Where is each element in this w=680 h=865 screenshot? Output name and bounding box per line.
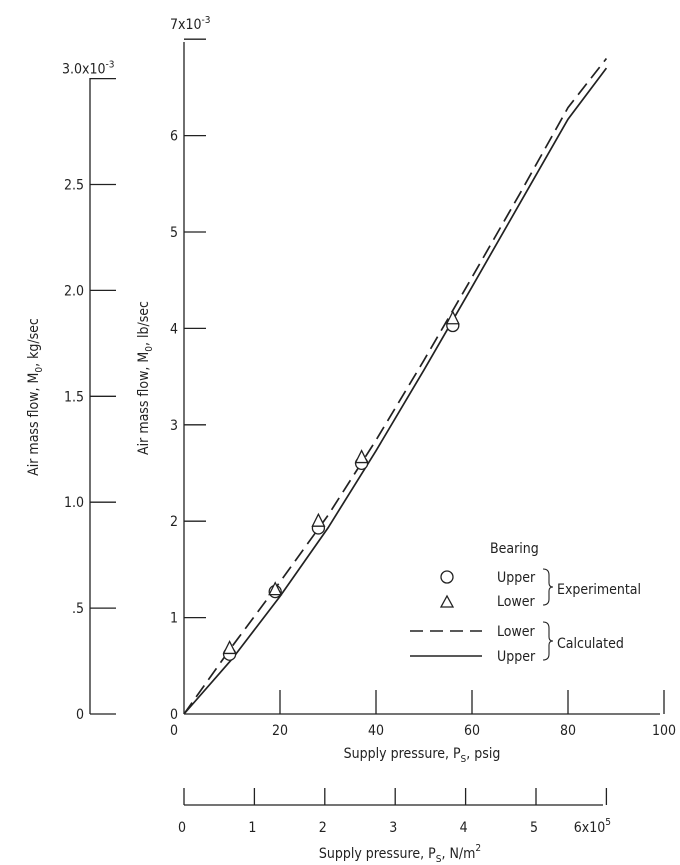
x-axis-label: Supply pressure, PS, psig [344,746,501,765]
y2-tick-label: 1.5 [64,389,84,405]
y-tick-label: 0 [170,707,178,723]
y2-axis-label-sub: 0 [34,367,45,373]
y-axis-label-sub: 0 [144,346,155,352]
x2-tick-label: 4 [460,820,468,836]
y-tick-label: 1 [170,611,178,627]
x-axis-label-sub: S [461,754,467,765]
y2-tick-label: 1.0 [64,495,84,511]
y-tick-label: 2 [170,514,178,530]
data-point-triangle [268,581,283,596]
x-tick-label: 40 [368,723,384,739]
x-tick-label: 20 [272,723,288,739]
x-axis-label-unit: , psig [466,746,500,762]
x2-tick-label: 5 [530,820,538,836]
legend-entry-calc-lower: Lower [497,624,536,640]
y2-axis-label: Air mass flow, M0, kg/sec [26,318,45,476]
y2-axis-label-unit: , kg/sec [26,318,42,367]
data-point-triangle [445,310,460,325]
x2-tick-label: 3 [389,820,397,836]
x2-axis-label: Supply pressure, PS, N/m2 [319,843,481,865]
legend-entry-exp-upper: Upper [497,570,536,586]
y-axis-label-unit: , lb/sec [136,301,152,346]
data-point-triangle [311,512,326,527]
x-tick-label: 80 [560,723,576,739]
y2-tick-label: .5 [72,601,84,617]
legend-entry-calc-upper: Upper [497,649,536,665]
x2-tick-label: 6x105 [574,817,611,836]
data-point-triangle [222,639,237,655]
y-axis-label: Air mass flow, M0, lb/sec [136,301,155,455]
y-axis-label-text: Air mass flow, M [136,352,152,455]
y2-axis-label-text: Air mass flow, M [26,373,42,476]
legend: Bearing Upper Lower Experimental Lower U… [410,541,641,665]
legend-entry-exp-lower: Lower [497,594,536,610]
x2-tick-label: 1 [248,820,256,836]
y-tick-label: 7x10-3 [170,15,210,33]
x2-tick-label: 0 [178,820,186,836]
legend-marker-circle [440,570,454,584]
y2-exponent: -3 [106,60,115,71]
legend-title: Bearing [490,541,539,557]
series-line-calculated-lower [183,57,608,715]
x-tick-label: 0 [170,723,178,739]
y2-tick-label: 2.5 [64,178,84,194]
series-line-calculated-upper [183,67,608,715]
y-tick-label: 4 [170,321,178,337]
y2-tick-label: 0 [76,707,84,723]
y-exponent: -3 [202,15,211,26]
y2-tick-label: 2.0 [64,283,84,299]
x2-axis-label-text: Supply pressure, P [319,846,436,862]
data-point-triangle [354,449,369,464]
x2-axis-label-sub: S [436,854,442,865]
y-tick-label: 5 [170,225,178,241]
x2-axis-label-unit: , N/m [441,846,475,862]
x2-axis-label-sup: 2 [475,843,481,854]
x2-tick-label: 2 [319,820,327,836]
y-tick-label: 6 [170,129,178,145]
x-tick-label: 60 [464,723,480,739]
legend-brace-calculated [542,621,554,661]
x-axis-label-text: Supply pressure, P [344,746,461,762]
y2-tick-label: 3.0x10-3 [62,60,114,78]
legend-brace-experimental [542,568,554,606]
legend-group-calculated: Calculated [557,636,624,652]
x-tick-label: 100 [652,723,676,739]
legend-group-experimental: Experimental [557,582,641,598]
y-tick-label: 3 [170,418,178,434]
legend-marker-triangle [439,594,455,608]
x2-exponent: 5 [605,817,611,828]
